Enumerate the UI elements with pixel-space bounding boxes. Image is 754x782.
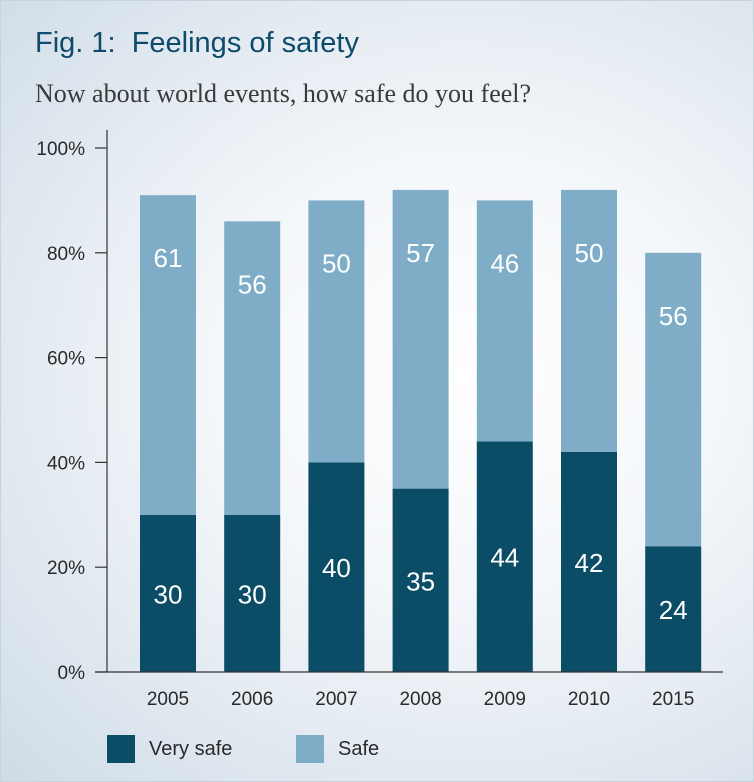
- bar-very-safe-2005: [140, 514, 196, 672]
- legend-item-very-safe: Very safe: [107, 735, 232, 763]
- data-label-safe-2015: 56: [659, 301, 688, 331]
- data-label-very-safe-2015: 24: [659, 595, 688, 625]
- bar-safe-2006: [224, 221, 281, 515]
- data-label-very-safe-2009: 44: [490, 543, 519, 573]
- bar-very-safe-2009: [476, 441, 533, 672]
- bar-safe-2008: [392, 189, 449, 489]
- x-tick-label-2008: 2008: [399, 689, 441, 710]
- bar-very-safe-2006: [224, 514, 281, 672]
- y-tick-label-80: 80%: [47, 244, 85, 265]
- bar-safe-2005: [140, 195, 196, 515]
- y-tick-label-60: 60%: [47, 349, 85, 370]
- chart-subtitle: Now about world events, how safe do you …: [35, 79, 532, 108]
- bar-very-safe-2015: [645, 546, 702, 672]
- x-tick-label-2010: 2010: [568, 689, 610, 710]
- legend-swatch-safe: [296, 735, 324, 763]
- bar-safe-2010: [561, 189, 617, 452]
- x-tick-label-2007: 2007: [315, 689, 357, 710]
- data-label-safe-2005: 61: [154, 243, 183, 273]
- y-tick-label-0: 0%: [58, 663, 86, 684]
- legend-item-safe: Safe: [296, 735, 379, 763]
- x-tick-label-2005: 2005: [147, 689, 189, 710]
- data-label-very-safe-2008: 35: [406, 566, 435, 596]
- data-label-safe-2007: 50: [322, 248, 351, 278]
- bar-safe-2009: [476, 200, 533, 442]
- bar-safe-2015: [645, 252, 702, 547]
- bar-very-safe-2007: [308, 462, 365, 672]
- chart-title: Fig. 1: Feelings of safety: [35, 27, 359, 59]
- data-label-very-safe-2007: 40: [322, 553, 351, 583]
- data-label-very-safe-2005: 30: [154, 579, 183, 609]
- legend-label-safe: Safe: [338, 737, 380, 760]
- x-tick-label-2015: 2015: [652, 689, 694, 710]
- bar-very-safe-2008: [392, 488, 449, 672]
- data-label-very-safe-2006: 30: [238, 579, 267, 609]
- x-tick-label-2009: 2009: [484, 689, 526, 710]
- data-label-safe-2009: 46: [490, 248, 519, 278]
- data-label-safe-2008: 57: [406, 238, 435, 268]
- legend-swatch-very-safe: [107, 735, 135, 763]
- legend-label-very-safe: Very safe: [149, 737, 233, 760]
- bar-very-safe-2010: [561, 451, 617, 672]
- data-label-safe-2006: 56: [238, 269, 267, 299]
- y-tick-label-100: 100%: [36, 139, 85, 160]
- data-label-safe-2010: 50: [575, 238, 604, 268]
- x-tick-label-2006: 2006: [231, 689, 273, 710]
- bar-safe-2007: [308, 200, 365, 463]
- y-tick-label-20: 20%: [47, 558, 85, 579]
- y-tick-label-40: 40%: [47, 453, 85, 474]
- data-label-very-safe-2010: 42: [575, 548, 604, 578]
